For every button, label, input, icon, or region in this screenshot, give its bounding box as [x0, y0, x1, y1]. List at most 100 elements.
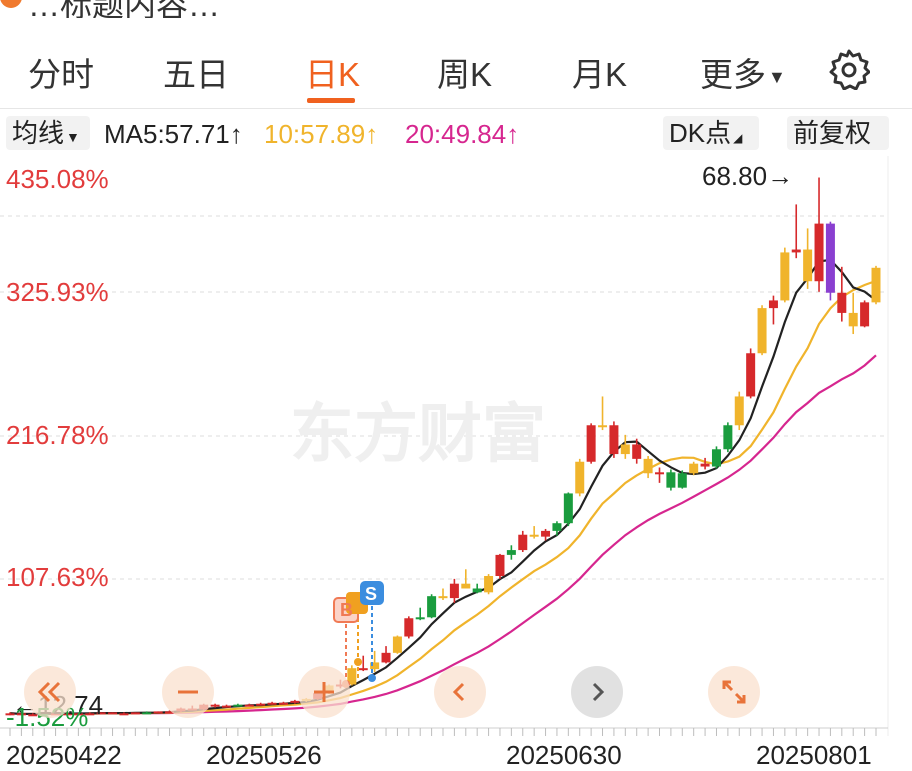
- candle-body: [871, 267, 881, 303]
- candle-body: [210, 704, 220, 707]
- tab-intraday[interactable]: 分时: [28, 56, 94, 93]
- candle-body: [108, 712, 118, 715]
- ma20-value: 20:49.84↑: [405, 119, 520, 149]
- active-tab-indicator: [307, 98, 355, 103]
- dk-point-toggle[interactable]: DK点 ◢: [663, 116, 759, 150]
- x-label-3: 20250630: [506, 740, 622, 770]
- tab-five-day[interactable]: 五日: [163, 56, 229, 93]
- candle-body: [244, 704, 254, 707]
- chevron-left-icon: [452, 682, 465, 702]
- candle-body: [5, 713, 15, 716]
- candle-body: [632, 444, 642, 459]
- title-strip: …标题内容…: [0, 0, 912, 18]
- ma-legend-bar: 均线 ▼ MA5:57.71↑ 10:57.89↑ 20:49.84↑ DK点 ◢ …: [0, 112, 912, 154]
- candle-body: [757, 308, 767, 354]
- scroll-to-start-button[interactable]: [24, 666, 76, 718]
- zoom-in-button[interactable]: [298, 666, 350, 718]
- candle-body: [358, 668, 368, 671]
- candle-body: [472, 588, 482, 593]
- tab-weekly-k[interactable]: 周K: [437, 56, 493, 93]
- caret-down-icon: ▼: [768, 66, 786, 87]
- indicator-label: 均线: [12, 118, 65, 148]
- candle-body: [700, 463, 710, 467]
- y-label-3: 216.78%: [6, 420, 109, 450]
- adjust-select[interactable]: 前复权: [787, 116, 889, 150]
- candle-body: [73, 713, 83, 716]
- candle-body: [62, 713, 72, 716]
- candle-body: [643, 458, 653, 474]
- candle-body: [734, 396, 744, 426]
- candle-body: [711, 449, 721, 467]
- candle-body: [495, 554, 505, 577]
- signal-s-badge[interactable]: [360, 581, 384, 605]
- zoom-out-button[interactable]: [162, 666, 214, 718]
- candle-body: [381, 652, 391, 663]
- candle-body: [609, 425, 619, 455]
- double-chevron-left-icon: [37, 681, 61, 703]
- signal-dot-3: [368, 674, 376, 682]
- y-label-4: 107.63%: [6, 562, 109, 592]
- gear-icon[interactable]: [828, 48, 870, 90]
- expand-arrows-icon: [722, 680, 746, 704]
- scroll-right-button[interactable]: [571, 666, 623, 718]
- fullscreen-button[interactable]: [708, 666, 760, 718]
- candle-body: [142, 712, 152, 715]
- candle-body: [392, 636, 402, 653]
- candle-body: [96, 712, 106, 715]
- chevron-right-icon: [592, 682, 605, 702]
- candle-body: [768, 300, 778, 309]
- signal-b-letter: B: [340, 600, 353, 620]
- candle-body: [586, 425, 596, 462]
- period-tabs: 分时 五日 日K 周K 月K 更多 ▼: [0, 30, 912, 108]
- candle-body: [233, 704, 243, 707]
- candle-body: [165, 711, 175, 714]
- candle-body: [461, 583, 471, 589]
- tab-more[interactable]: 更多 ▼: [700, 48, 786, 96]
- dk-point-label: DK点: [669, 118, 732, 148]
- chart-grid: [0, 156, 889, 736]
- candle-body: [814, 223, 824, 282]
- scroll-left-button[interactable]: [434, 666, 486, 718]
- ma10-line: [9, 279, 877, 716]
- candle-body: [791, 249, 801, 253]
- page-title: …标题内容…: [28, 0, 221, 18]
- candle-body: [848, 312, 858, 327]
- candle-body: [267, 702, 277, 705]
- indicator-select[interactable]: 均线 ▼: [6, 116, 90, 150]
- moving-average-lines: [9, 258, 877, 716]
- x-label-1: 20250422: [6, 740, 122, 770]
- candle-body: [563, 493, 573, 524]
- candle-body: [370, 662, 380, 670]
- candle-body: [85, 713, 95, 716]
- ma10-value: 10:57.89↑: [264, 119, 379, 149]
- candle-body: [278, 702, 288, 705]
- y-label-top: 435.08%: [6, 164, 109, 194]
- tab-more-label: 更多: [700, 56, 766, 93]
- candle-body: [541, 530, 551, 537]
- x-label-2: 20250526: [206, 740, 322, 770]
- candle-body: [28, 714, 38, 717]
- x-label-4: 20250801: [756, 740, 872, 770]
- ma5-value: MA5:57.71↑: [104, 119, 243, 149]
- candle-body: [404, 618, 414, 637]
- candle-body: [803, 249, 813, 282]
- candle-body: [746, 353, 756, 397]
- y-label-2: 325.93%: [6, 277, 109, 307]
- max-price-label: 68.80→: [702, 161, 793, 191]
- candle-body: [529, 534, 539, 537]
- tabs-divider: [0, 108, 912, 109]
- kline-chart[interactable]: 东方财富 B S 68.80→ ←12.74: [0, 156, 912, 736]
- candle-body: [837, 292, 847, 313]
- candle-body: [484, 576, 494, 593]
- candle-body: [620, 444, 630, 455]
- candle-body: [780, 252, 790, 301]
- signal-markers: B S: [333, 581, 384, 688]
- candle-body: [256, 703, 266, 706]
- candle-body: [506, 550, 516, 555]
- tab-monthly-k[interactable]: 月K: [572, 56, 628, 93]
- plus-icon: [314, 682, 334, 702]
- candle-body: [575, 461, 585, 494]
- candle-body: [689, 463, 699, 474]
- tab-daily-k[interactable]: 日K: [305, 56, 361, 93]
- app-logo-icon: [0, 0, 22, 8]
